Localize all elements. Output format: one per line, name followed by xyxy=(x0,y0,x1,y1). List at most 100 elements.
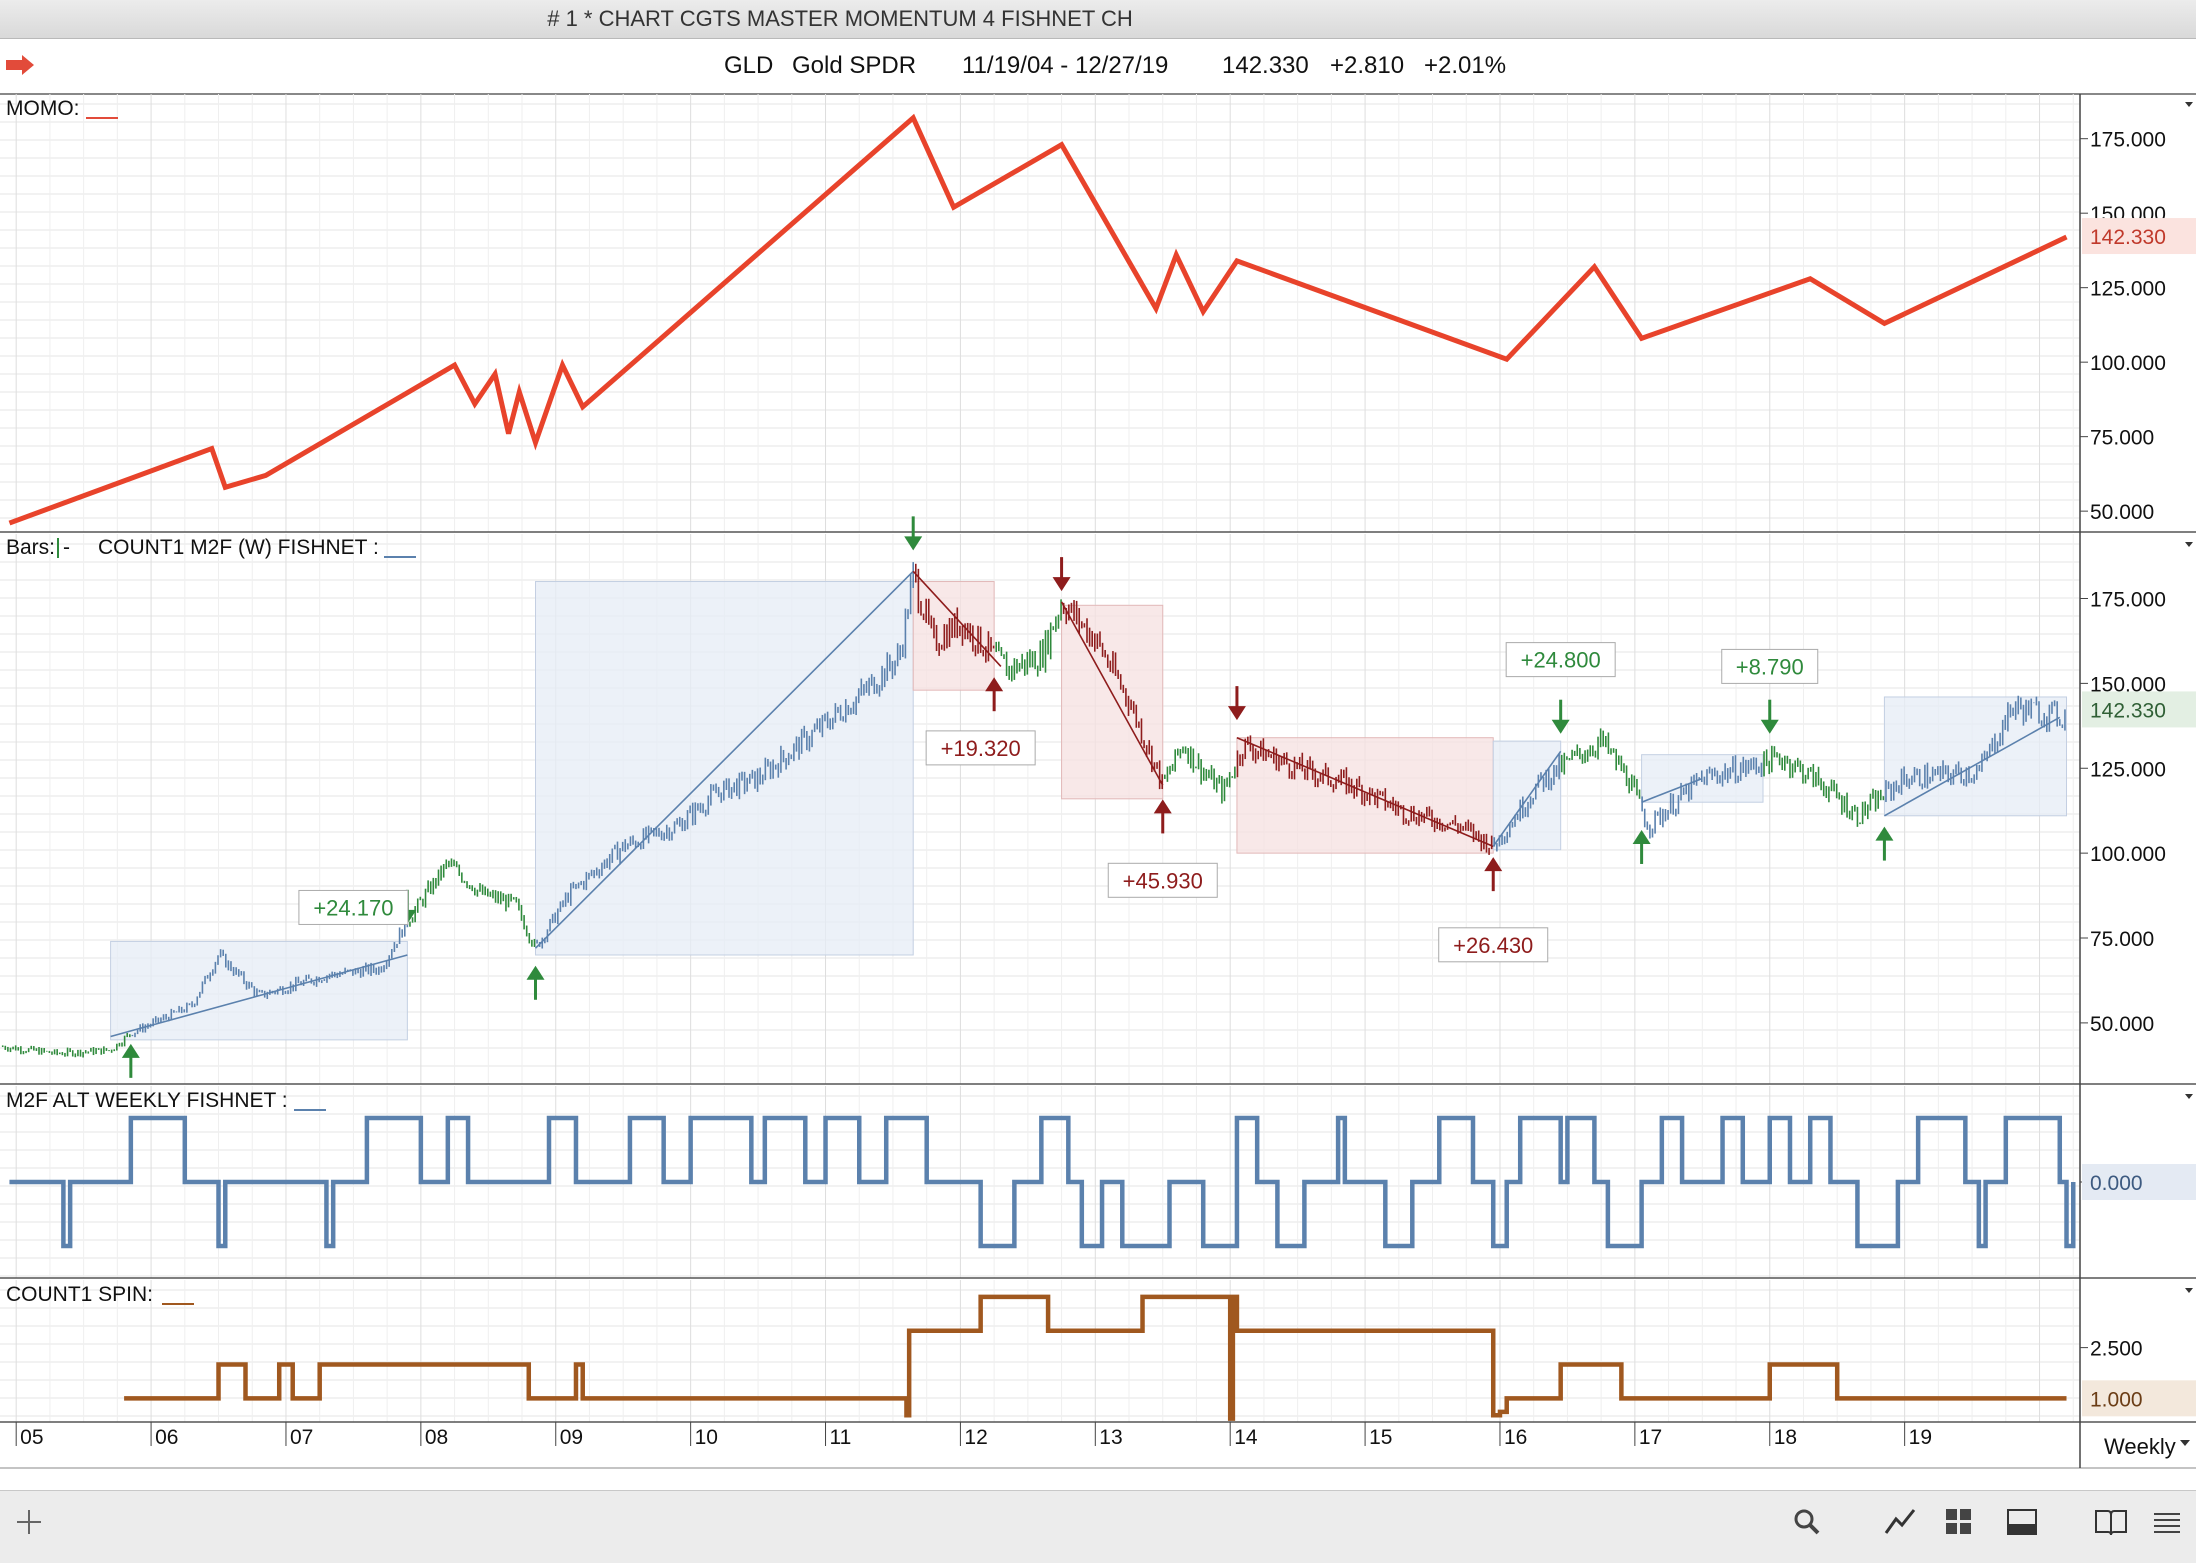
trade-result-label: +24.170 xyxy=(313,895,393,920)
trade-box xyxy=(1061,604,1164,800)
arrow-head xyxy=(1875,826,1894,841)
down-arrow-icon xyxy=(1227,686,1246,721)
date-range: 11/19/04 - 12/27/19 xyxy=(962,52,1169,79)
panel-3 xyxy=(0,1086,2196,1279)
study-label: COUNT1 M2F (W) FISHNET : xyxy=(98,536,379,559)
axis-tick-label: 100.000 xyxy=(2090,352,2166,375)
time-tick-label: 19 xyxy=(1909,1426,1932,1449)
up-arrow-icon xyxy=(121,1043,140,1078)
red-arrow-icon[interactable] xyxy=(6,55,36,75)
arrow-head xyxy=(1153,799,1172,814)
down-arrow-icon xyxy=(1760,699,1779,734)
price-change: +2.810 xyxy=(1330,52,1405,79)
axis-tick-label: 125.000 xyxy=(2090,278,2166,301)
book-icon[interactable] xyxy=(2094,1507,2128,1537)
period-label[interactable]: Weekly xyxy=(2104,1434,2176,1459)
trade-box xyxy=(535,581,914,956)
trade-result-box xyxy=(925,730,1036,766)
arrow-head xyxy=(121,1043,140,1058)
arrow-head xyxy=(1484,857,1503,872)
spin-panel-label: COUNT1 SPIN: xyxy=(6,1283,153,1306)
time-tick-label: 08 xyxy=(425,1426,448,1449)
trade-line xyxy=(1236,736,1494,848)
panel-4 xyxy=(0,1280,2196,1423)
panel-1 xyxy=(0,94,2196,533)
last-value-label: 142.330 xyxy=(2090,226,2166,249)
axis-tick-label: 50.000 xyxy=(2090,1013,2154,1036)
panel-menu-icon[interactable] xyxy=(2185,542,2193,547)
axis-tick-label: 75.000 xyxy=(2090,928,2154,951)
panel-icon[interactable] xyxy=(2006,1507,2038,1537)
time-tick-label: 09 xyxy=(560,1426,583,1449)
up-arrow-icon xyxy=(1484,857,1503,892)
axis-tick-label: 175.000 xyxy=(2090,589,2166,612)
chart-line-icon[interactable] xyxy=(1884,1507,1916,1537)
window-title: # 1 * CHART CGTS MASTER MOMENTUM 4 FISHN… xyxy=(547,6,1133,31)
down-arrow-icon xyxy=(1052,557,1071,592)
trade-result-box xyxy=(1438,927,1549,963)
time-tick-label: 16 xyxy=(1504,1426,1527,1449)
plus-icon[interactable] xyxy=(14,1507,44,1537)
panel-menu-icon[interactable] xyxy=(2185,1288,2193,1293)
fishnet-step-line xyxy=(9,1115,2076,1249)
panel-menu-icon[interactable] xyxy=(2185,1094,2193,1099)
last-value-label: 1.000 xyxy=(2090,1388,2143,1411)
bottom-toolbar xyxy=(0,1490,2196,1563)
trade-result-label: +26.430 xyxy=(1453,933,1533,958)
trade-result-box xyxy=(1721,648,1819,684)
time-tick-label: 07 xyxy=(290,1426,313,1449)
axis-tick-label: 150.000 xyxy=(2090,673,2166,696)
time-tick-label: 10 xyxy=(695,1426,718,1449)
axis-tick-label: 125.000 xyxy=(2090,758,2166,781)
spin-step-line xyxy=(124,1294,2067,1421)
trade-line xyxy=(1060,601,1164,786)
trade-result-label: +45.930 xyxy=(1123,868,1203,893)
trade-box xyxy=(912,581,995,691)
down-arrow-icon xyxy=(1551,699,1570,734)
time-tick-label: 05 xyxy=(20,1426,43,1449)
trade-result-box xyxy=(298,889,409,925)
arrow-head xyxy=(1052,577,1071,592)
last-value-tag xyxy=(2082,1164,2196,1200)
bars-swatch-dash: - xyxy=(63,536,70,559)
arrow-head xyxy=(1227,706,1246,721)
trade-line xyxy=(534,570,914,949)
axis-tick-label: 50.000 xyxy=(2090,501,2154,524)
chevron-down-icon[interactable] xyxy=(2180,1440,2190,1446)
grid-icon[interactable] xyxy=(1944,1507,1974,1537)
arrow-head xyxy=(904,536,923,551)
symbol-name: Gold SPDR xyxy=(792,52,917,79)
arrow-head xyxy=(985,677,1004,692)
up-arrow-icon xyxy=(1153,799,1172,834)
last-value-tag xyxy=(2082,1380,2196,1417)
trade-result-box xyxy=(1107,862,1218,898)
up-arrow-icon xyxy=(1632,829,1651,864)
search-icon[interactable] xyxy=(1792,1507,1822,1537)
last-value-label: 142.330 xyxy=(2090,699,2166,722)
chart-area[interactable]: 175.000 150.000 125.000 100.000 75.000 50.000… xyxy=(0,0,2196,1490)
trade-result-box xyxy=(1505,642,1616,678)
fishnet-panel-label: M2F ALT WEEKLY FISHNET : xyxy=(6,1089,288,1112)
trade-box xyxy=(1883,696,2068,817)
time-tick-label: 18 xyxy=(1774,1426,1797,1449)
trade-result-label: +8.790 xyxy=(1736,654,1804,679)
time-tick-label: 15 xyxy=(1369,1426,1392,1449)
time-tick-label: 14 xyxy=(1234,1426,1258,1449)
title-bar: # 1 * CHART CGTS MASTER MOMENTUM 4 FISHN… xyxy=(0,0,2196,39)
up-arrow-icon xyxy=(526,965,545,1000)
price-change-percent: +2.01% xyxy=(1424,52,1507,79)
time-tick-label: 11 xyxy=(830,1426,852,1449)
list-icon[interactable] xyxy=(2152,1507,2182,1537)
trade-line xyxy=(110,954,408,1038)
bars-panel-label: Bars: xyxy=(6,536,55,559)
axis-tick-label: 75.000 xyxy=(2090,427,2154,450)
arrow-head xyxy=(1551,719,1570,734)
panel-menu-icon[interactable] xyxy=(2185,102,2193,107)
axis-tick-label: 175.000 xyxy=(2090,129,2166,152)
last-value-tag xyxy=(2082,218,2196,255)
time-tick-label: 17 xyxy=(1639,1426,1662,1449)
up-arrow-icon xyxy=(1875,826,1894,861)
time-tick-label: 06 xyxy=(155,1426,178,1449)
symbol: GLD xyxy=(724,52,774,79)
trade-line xyxy=(1492,750,1562,847)
